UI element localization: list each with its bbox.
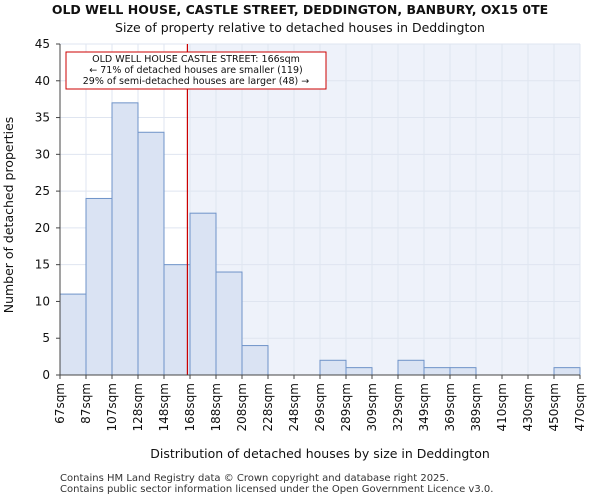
chart-title: OLD WELL HOUSE, CASTLE STREET, DEDDINGTO… xyxy=(52,2,548,17)
x-tick-label: 329sqm xyxy=(391,383,405,431)
chart-subtitle: Size of property relative to detached ho… xyxy=(115,20,485,35)
plot-area: 0 5 10 15 20 25 30 35 40 45 67sqm 87sqm 107sqm 128sqm… xyxy=(35,37,587,431)
footer-line-2: Contains public sector information licen… xyxy=(60,484,494,495)
x-tick-label: 369sqm xyxy=(443,383,457,431)
histogram-bar xyxy=(319,359,347,376)
x-tick-label: 128sqm xyxy=(131,383,145,431)
histogram-bar xyxy=(553,367,581,376)
x-tick-label: 208sqm xyxy=(235,383,249,431)
x-tick-label: 349sqm xyxy=(417,383,431,431)
x-tick-label: 289sqm xyxy=(339,383,353,431)
x-tick-label: 269sqm xyxy=(313,383,327,431)
y-tick-label: 35 xyxy=(35,111,50,125)
x-tick-label: 168sqm xyxy=(183,383,197,431)
x-tick-label: 430sqm xyxy=(521,383,535,431)
x-tick-label: 450sqm xyxy=(547,383,561,431)
histogram-bar xyxy=(397,359,425,376)
annotation-line-3: 29% of semi-detached houses are larger (… xyxy=(83,76,310,87)
histogram-bar xyxy=(163,264,191,376)
y-tick-label: 10 xyxy=(35,294,50,308)
x-axis-label: Distribution of detached houses by size … xyxy=(150,446,490,461)
histogram-bar xyxy=(111,102,139,376)
x-tick-label: 148sqm xyxy=(157,383,171,431)
histogram-bar xyxy=(85,197,113,376)
histogram-bar xyxy=(241,345,269,376)
histogram-bar xyxy=(137,131,165,376)
histogram-bar xyxy=(423,367,451,376)
x-tick-label: 87sqm xyxy=(79,383,93,424)
x-tick-label: 470sqm xyxy=(573,383,587,431)
x-tick-label: 389sqm xyxy=(469,383,483,431)
x-tick-label: 228sqm xyxy=(261,383,275,431)
y-tick-label: 30 xyxy=(35,147,50,161)
y-tick-label: 15 xyxy=(35,258,50,272)
footer-line-1: Contains HM Land Registry data © Crown c… xyxy=(60,473,449,484)
x-tick-label: 107sqm xyxy=(105,383,119,431)
x-tick-label: 248sqm xyxy=(287,383,301,431)
histogram-bar xyxy=(215,271,243,376)
annotation-line-2: ← 71% of detached houses are smaller (11… xyxy=(89,65,302,76)
histogram-bar xyxy=(59,293,87,376)
annotation-line-1: OLD WELL HOUSE CASTLE STREET: 166sqm xyxy=(92,54,300,65)
x-tick-label: 309sqm xyxy=(365,383,379,431)
y-tick-label: 40 xyxy=(35,74,50,88)
y-tick-label: 20 xyxy=(35,221,50,235)
x-tick-label: 188sqm xyxy=(209,383,223,431)
y-tick-label: 25 xyxy=(35,184,50,198)
y-tick-label: 5 xyxy=(42,331,50,345)
histogram-bar xyxy=(449,367,477,376)
y-tick-label: 0 xyxy=(42,368,50,382)
plot-background-right xyxy=(187,44,580,375)
annotation-box: OLD WELL HOUSE CASTLE STREET: 166sqm ← 7… xyxy=(65,51,327,90)
y-axis-label: Number of detached properties xyxy=(1,117,16,314)
x-tick-label: 67sqm xyxy=(53,383,67,424)
histogram-bar xyxy=(189,212,217,376)
y-tick-label: 45 xyxy=(35,37,50,51)
x-tick-label: 410sqm xyxy=(495,383,509,431)
histogram-bar xyxy=(345,367,373,376)
